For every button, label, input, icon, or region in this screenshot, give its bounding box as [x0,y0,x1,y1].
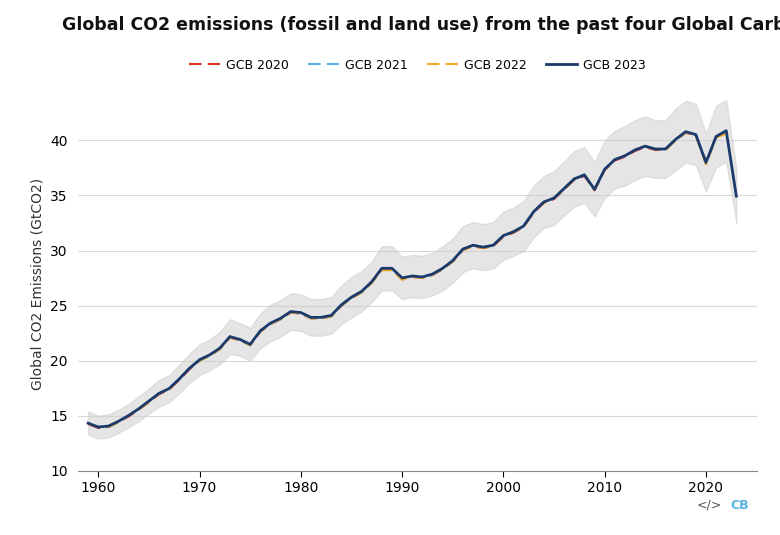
GCB 2020 [215,346,225,353]
GCB 2021 [388,266,397,272]
GCB 2022 [509,228,518,235]
GCB 2022 [175,376,184,382]
Line: GCB 2023: GCB 2023 [88,131,736,427]
GCB 2022 [94,424,103,430]
GCB 2020 [144,399,154,405]
Legend: GCB 2020, GCB 2021, GCB 2022, GCB 2023: GCB 2020, GCB 2021, GCB 2022, GCB 2023 [183,54,651,77]
Y-axis label: Global CO2 Emissions (GtCO2): Global CO2 Emissions (GtCO2) [30,178,44,389]
GCB 2021 [286,309,296,316]
GCB 2021 [701,160,711,167]
GCB 2021 [94,424,103,430]
Line: GCB 2021: GCB 2021 [88,132,716,427]
GCB 2020 [83,421,93,427]
Line: GCB 2020: GCB 2020 [88,133,706,428]
GCB 2020 [398,276,407,282]
GCB 2022 [498,232,508,239]
GCB 2022 [83,421,93,427]
GCB 2021 [711,135,721,142]
GCB 2023 [94,424,103,430]
GCB 2023 [732,193,741,200]
GCB 2022 [357,289,367,295]
GCB 2023 [701,159,711,166]
GCB 2023 [427,271,437,277]
GCB 2021 [408,273,417,279]
GCB 2023 [83,420,93,426]
Text: Global CO2 emissions (fossil and land use) from the past four Global Carbon Budg: Global CO2 emissions (fossil and land us… [62,16,780,34]
GCB 2020 [94,425,103,431]
Line: GCB 2022: GCB 2022 [88,133,726,427]
GCB 2022 [408,274,417,280]
GCB 2021 [83,421,93,427]
GCB 2022 [448,258,457,265]
GCB 2021 [681,128,690,135]
GCB 2023 [722,127,731,134]
GCB 2020 [256,328,265,335]
GCB 2020 [701,158,711,165]
GCB 2023 [651,146,660,152]
GCB 2021 [529,208,538,215]
GCB 2020 [468,243,477,249]
Text: </>: </> [697,499,722,512]
GCB 2023 [367,279,377,285]
GCB 2023 [286,308,296,315]
GCB 2022 [681,129,690,136]
GCB 2022 [722,131,731,137]
GCB 2020 [681,129,690,136]
GCB 2021 [266,321,275,327]
GCB 2020 [630,148,640,154]
GCB 2023 [246,341,255,348]
Text: CB: CB [730,499,749,512]
